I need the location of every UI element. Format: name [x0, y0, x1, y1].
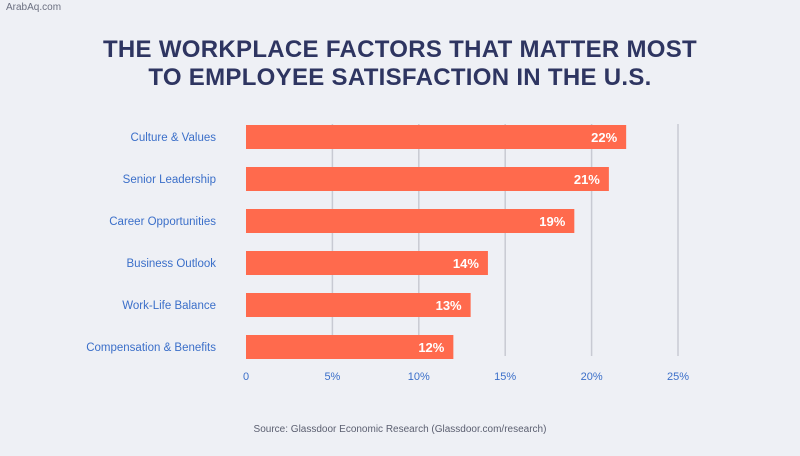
bars: [246, 125, 627, 359]
chart-title: THE WORKPLACE FACTORS THAT MATTER MOST T…: [0, 36, 800, 92]
x-tick-label: 15%: [494, 371, 516, 383]
x-tick-label: 0: [243, 371, 249, 383]
category-label: Culture & Values: [131, 132, 217, 144]
value-label: 14%: [453, 256, 479, 271]
value-label: 12%: [418, 340, 444, 355]
category-label: Compensation & Benefits: [86, 342, 216, 354]
category-label: Senior Leadership: [123, 174, 216, 186]
chart-title-line-1: THE WORKPLACE FACTORS THAT MATTER MOST: [102, 36, 698, 63]
x-tick-labels: 0 5% 10% 15% 20% 25%: [243, 371, 689, 383]
category-label: Work-Life Balance: [122, 300, 216, 312]
value-label: 22%: [591, 130, 617, 145]
bar: [246, 251, 488, 275]
watermark: ArabAq.com: [6, 2, 62, 13]
x-tick-label: 20%: [581, 371, 603, 383]
bar: [246, 125, 627, 149]
value-label: 19%: [539, 214, 565, 229]
bar: [246, 167, 609, 191]
x-tick-label: 5%: [324, 371, 340, 383]
x-tick-label: 10%: [408, 371, 430, 383]
bar: [246, 335, 454, 359]
value-label: 21%: [574, 172, 600, 187]
x-tick-label: 25%: [667, 371, 689, 383]
chart-title-line-2: TO EMPLOYEE SATISFACTION IN THE U.S.: [148, 64, 652, 91]
source-note: Source: Glassdoor Economic Research (Gla…: [253, 424, 547, 435]
grid-lines: [331, 124, 679, 356]
category-label: Business Outlook: [127, 258, 217, 270]
category-label: Career Opportunities: [109, 216, 216, 228]
category-labels: Culture & Values Senior Leadership Career …: [86, 132, 216, 354]
bar: [246, 293, 471, 317]
value-label: 13%: [436, 298, 462, 313]
value-labels: 22% 21% 19% 14% 13% 12%: [418, 130, 617, 355]
bar: [246, 209, 575, 233]
